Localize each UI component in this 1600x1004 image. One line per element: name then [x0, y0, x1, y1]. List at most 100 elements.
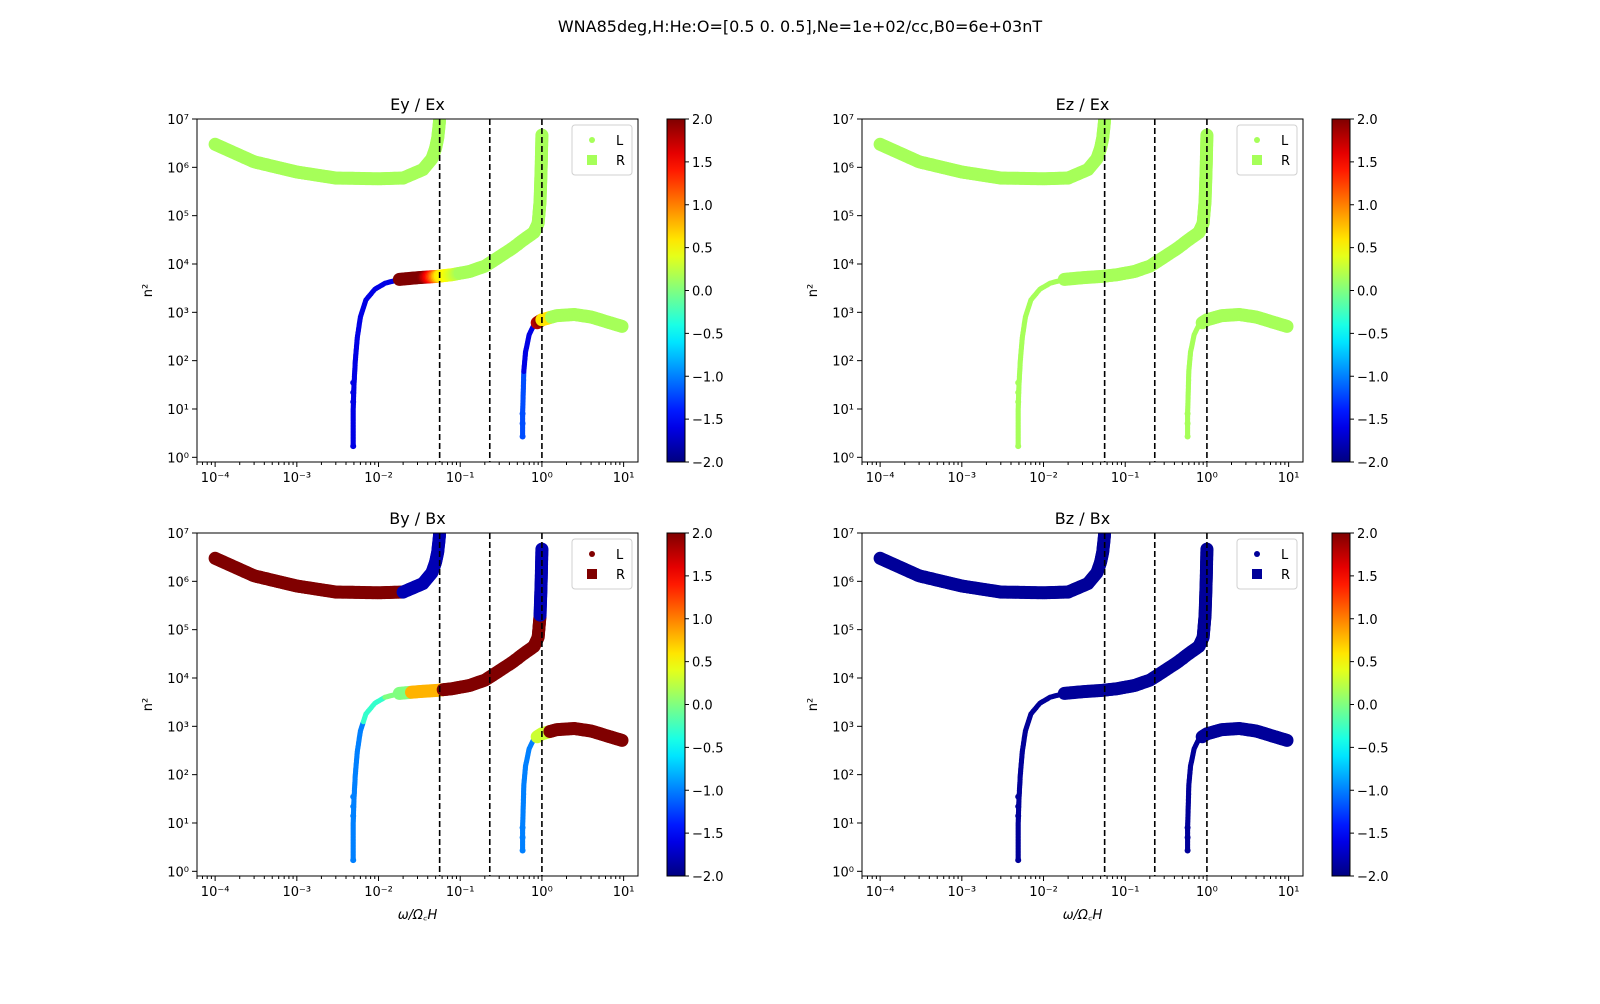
legend-label-L: L [1281, 134, 1289, 149]
data-point [1015, 812, 1022, 819]
legend-marker-L [589, 137, 595, 143]
x-tick-label: 10⁻⁴ [201, 885, 230, 900]
colorbar-tick-label: 0.0 [692, 699, 713, 714]
data-point [1015, 857, 1022, 864]
colorbar-tick-label: −1.0 [692, 370, 724, 385]
legend-marker-L [589, 551, 595, 557]
data-point [519, 824, 526, 831]
y-tick-label: 10⁰ [167, 865, 189, 880]
x-tick-label: 10⁻¹ [446, 471, 475, 486]
legend-label-R: R [1281, 568, 1290, 583]
data-point [519, 410, 526, 417]
colorbar-tick-label: 1.5 [1357, 570, 1378, 585]
colorbar-tick-label: 0.5 [1357, 656, 1378, 671]
colorbar-tick-label: −2.0 [692, 870, 724, 885]
legend-marker-R [587, 569, 597, 579]
y-tick-label: 10⁴ [167, 672, 189, 687]
data-point [1015, 793, 1022, 800]
colorbar-tick-label: −0.5 [1357, 327, 1389, 342]
data-point [350, 443, 357, 450]
colorbar-tick-label: −0.5 [692, 741, 724, 756]
data-point [535, 128, 549, 142]
data-point [350, 812, 357, 819]
data-point [1280, 733, 1294, 747]
legend-label-R: R [1281, 154, 1290, 169]
data-point [519, 834, 526, 841]
data-point [1015, 443, 1022, 450]
data-point [350, 803, 357, 810]
x-tick-label: 10¹ [1278, 471, 1300, 486]
y-tick-label: 10⁴ [167, 258, 189, 273]
y-tick-label: 10¹ [167, 403, 189, 418]
y-tick-label: 10⁵ [167, 210, 189, 225]
data-point [1184, 824, 1191, 831]
colorbar-tick-label: 0.5 [692, 656, 713, 671]
colorbar-tick-label: −2.0 [1357, 870, 1389, 885]
x-axis-label: ω/Ω꜀H [398, 908, 438, 923]
data-point [1015, 398, 1022, 405]
y-tick-label: 10⁴ [832, 672, 854, 687]
y-tick-label: 10⁰ [832, 865, 854, 880]
x-tick-label: 10⁰ [531, 885, 553, 900]
x-tick-label: 10¹ [1278, 885, 1300, 900]
y-tick-label: 10⁷ [167, 527, 189, 542]
x-tick-label: 10⁻¹ [1111, 471, 1140, 486]
data-point [615, 733, 629, 747]
colorbar-tick-label: 1.0 [1357, 613, 1378, 628]
y-axis-label: n² [806, 698, 821, 711]
data-point [1184, 420, 1191, 427]
y-tick-label: 10³ [832, 306, 854, 321]
y-tick-label: 10¹ [832, 403, 854, 418]
subplot-title: Bz / Bx [1055, 509, 1110, 528]
data-point [1184, 847, 1191, 854]
data-point [350, 379, 357, 386]
data-point [1184, 834, 1191, 841]
colorbar-tick-label: −1.5 [1357, 413, 1389, 428]
data-point [350, 857, 357, 864]
y-tick-label: 10² [832, 355, 854, 370]
x-tick-label: 10⁻³ [948, 471, 977, 486]
y-tick-label: 10¹ [832, 817, 854, 832]
data-point [1280, 319, 1294, 333]
data-point [350, 398, 357, 405]
subplot-1: Ey / Ex 10⁻⁴ 10⁻³ 10⁻² 10⁻¹ 10⁰ 10¹ 10⁰ 10¹ 10² 10… [141, 95, 724, 486]
colorbar-tick-label: 0.5 [692, 242, 713, 257]
colorbar-tick-label: 2.0 [692, 527, 713, 542]
data-point [1200, 542, 1214, 556]
subplot-title: By / Bx [389, 509, 445, 528]
data-point [615, 319, 629, 333]
colorbar-tick-label: −0.5 [1357, 741, 1389, 756]
legend-label-L: L [616, 548, 624, 563]
colorbar-tick-label: 2.0 [692, 113, 713, 128]
colorbar-tick-label: 2.0 [1357, 527, 1378, 542]
data-points [873, 533, 1294, 864]
x-tick-label: 10⁰ [531, 471, 553, 486]
y-tick-label: 10³ [167, 306, 189, 321]
x-tick-label: 10⁻³ [948, 885, 977, 900]
data-point [1015, 379, 1022, 386]
y-tick-label: 10² [167, 769, 189, 784]
x-tick-label: 10⁻² [1029, 885, 1058, 900]
y-tick-label: 10⁰ [167, 451, 189, 466]
y-tick-label: 10² [832, 769, 854, 784]
colorbar-tick-label: 0.5 [1357, 242, 1378, 257]
data-point [1015, 803, 1022, 810]
subplot-4: Bz / Bx 10⁻⁴ 10⁻³ 10⁻² 10⁻¹ 10⁰ 10¹ 10⁰ 10¹ 10² 10… [806, 509, 1389, 923]
x-tick-label: 10⁻³ [283, 471, 312, 486]
legend-marker-R [1252, 155, 1262, 165]
subplot-title: Ez / Ex [1056, 95, 1110, 114]
x-tick-label: 10⁻⁴ [866, 885, 895, 900]
colorbar [1331, 118, 1351, 463]
colorbar [666, 532, 686, 877]
y-tick-label: 10⁷ [167, 113, 189, 128]
colorbar-tick-label: −2.0 [1357, 456, 1389, 471]
y-tick-label: 10⁶ [832, 161, 854, 176]
x-tick-label: 10⁰ [1196, 471, 1218, 486]
x-tick-label: 10⁻² [1029, 471, 1058, 486]
colorbar-tick-label: −1.5 [692, 413, 724, 428]
colorbar-tick-label: −2.0 [692, 456, 724, 471]
y-tick-label: 10⁵ [167, 624, 189, 639]
legend-label-L: L [1281, 548, 1289, 563]
